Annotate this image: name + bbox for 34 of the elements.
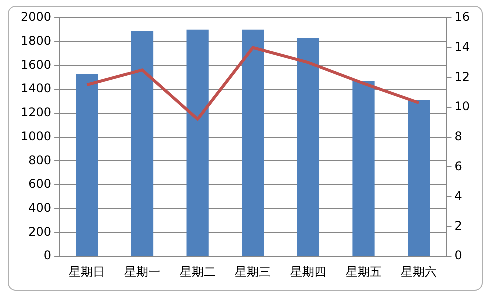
- x-tick-label: 星期日: [69, 264, 106, 279]
- y2-tick-label: 2: [454, 218, 462, 233]
- y-tick-label: 2000: [20, 10, 52, 24]
- y-tick-label: 1400: [20, 82, 52, 96]
- x-tick-label: 星期三: [235, 264, 272, 279]
- x-tick-label: 星期四: [290, 264, 326, 279]
- bar: [186, 30, 209, 256]
- y2-tick-label: 0: [454, 248, 462, 263]
- y2-tick-label: 12: [454, 70, 470, 84]
- bar: [352, 81, 375, 256]
- y-tick-label: 800: [28, 153, 52, 168]
- x-tick-label: 星期一: [124, 264, 161, 279]
- y-tick-label: 1800: [20, 34, 52, 48]
- y-tick-label: 1000: [20, 129, 52, 144]
- y2-tick-label: 6: [454, 159, 462, 174]
- bar: [242, 30, 264, 256]
- bar: [131, 31, 154, 256]
- bar: [76, 74, 98, 256]
- x-tick-label: 星期二: [180, 264, 216, 279]
- y-tick-label: 600: [28, 177, 52, 192]
- y-tick-label: 200: [28, 224, 52, 239]
- bar: [408, 100, 430, 256]
- y2-tick-label: 10: [454, 100, 470, 114]
- y-tick-label: 400: [28, 201, 52, 216]
- y-tick-label: 1200: [20, 106, 52, 120]
- y2-tick-label: 14: [454, 40, 470, 54]
- x-tick-label: 星期六: [401, 264, 438, 279]
- y2-tick-label: 8: [454, 129, 462, 144]
- bar: [297, 38, 320, 256]
- y-tick-label: 0: [44, 248, 52, 263]
- y2-tick-label: 4: [454, 189, 462, 204]
- y2-tick-label: 16: [454, 10, 470, 24]
- x-tick-label: 星期五: [346, 264, 382, 279]
- y-tick-label: 1600: [20, 58, 52, 72]
